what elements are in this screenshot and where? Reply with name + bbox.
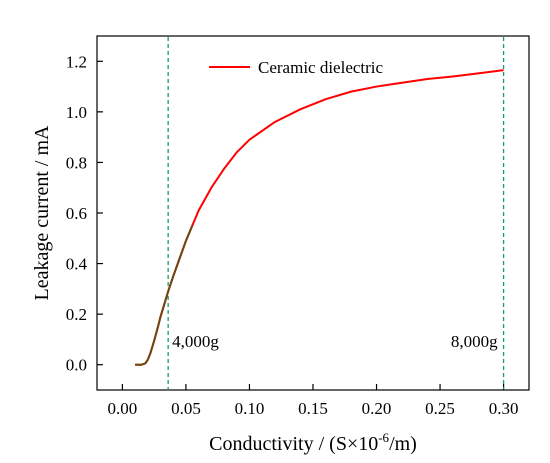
axis-ticks: 0.00 0.05 0.10 0.15 0.20 0.25 0.30 0.0 0.2 0.4 0.6… [66, 52, 519, 418]
vline-label-1: 4,000g [172, 332, 219, 351]
x-tick-label: 0.05 [171, 399, 201, 418]
x-tick-label: 0.10 [235, 399, 265, 418]
y-tick-label: 1.0 [66, 103, 87, 122]
series-line [135, 69, 504, 366]
y-tick-label: 0.0 [66, 356, 87, 375]
y-tick-label: 0.6 [66, 204, 87, 223]
y-tick-label: 0.2 [66, 305, 87, 324]
y-tick-label: 0.4 [66, 255, 88, 274]
legend-label: Ceramic dielectric [258, 58, 384, 77]
legend: Ceramic dielectric [209, 58, 384, 77]
reference-lines: 4,000g 8,000g [167, 37, 505, 389]
x-tick-label: 0.15 [298, 399, 328, 418]
x-tick-label: 0.30 [489, 399, 519, 418]
y-tick-label: 1.2 [66, 52, 87, 71]
x-axis-title: Conductivity / (S×10-6/m) [209, 430, 417, 455]
series-lines [135, 69, 504, 366]
x-tick-label: 0.20 [362, 399, 392, 418]
x-tick-label: 0.00 [108, 399, 138, 418]
y-axis-title: Leakage current / mA [31, 125, 53, 300]
y-tick-label: 0.8 [66, 153, 87, 172]
series-overlay-line [135, 225, 194, 366]
vline-label-2: 8,000g [451, 332, 498, 351]
x-tick-label: 0.25 [425, 399, 455, 418]
